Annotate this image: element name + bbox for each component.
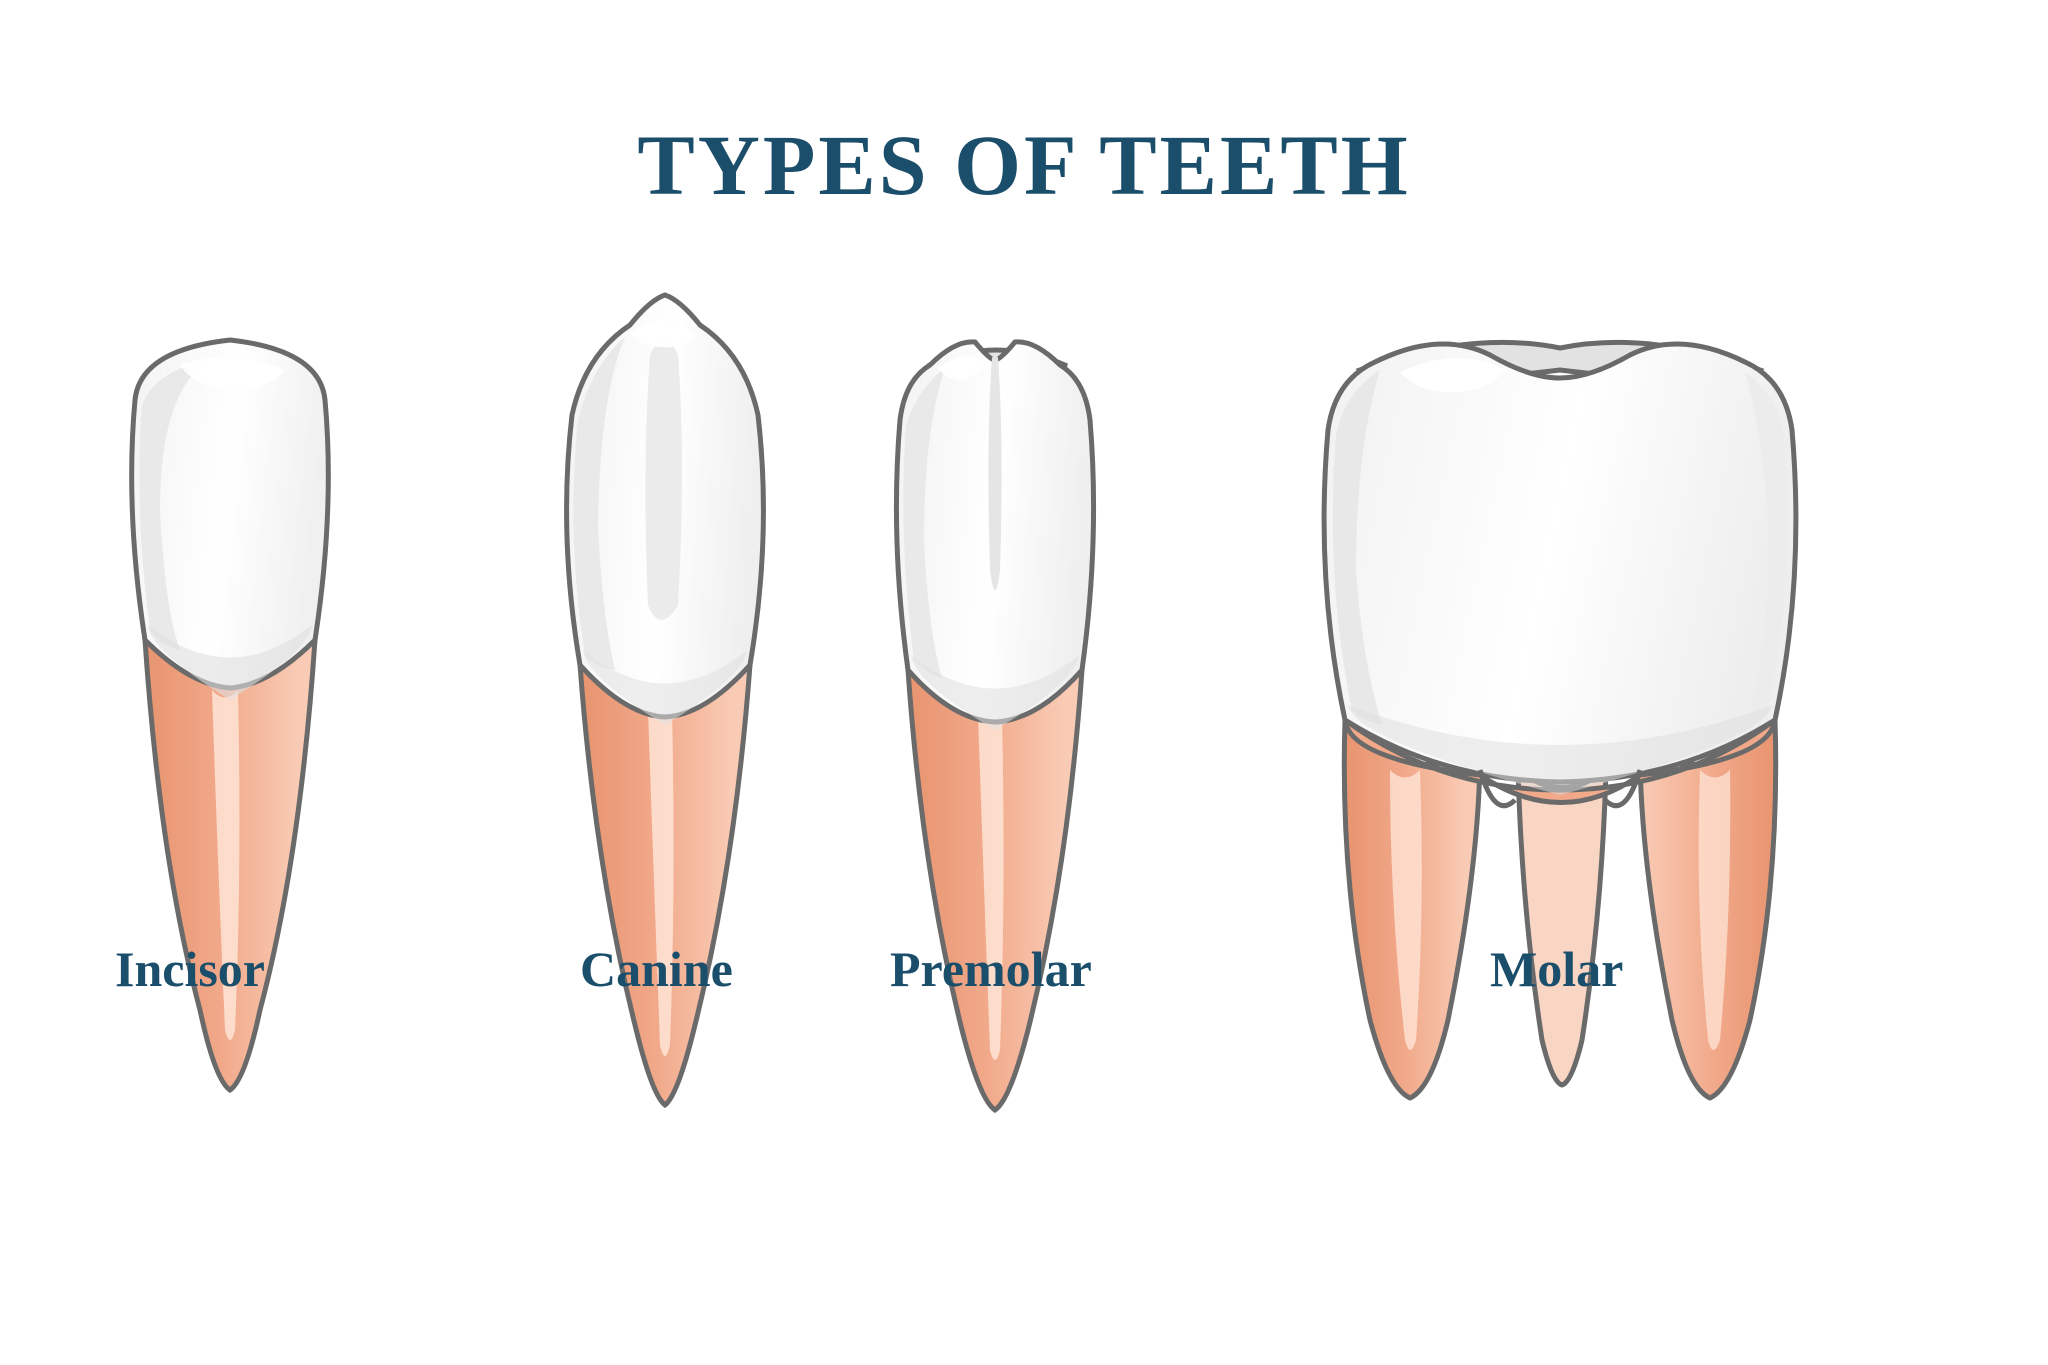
label-incisor: Incisor — [115, 940, 265, 998]
label-canine: Canine — [580, 940, 733, 998]
canine-illustration — [530, 285, 800, 1125]
label-molar: Molar — [1490, 940, 1623, 998]
diagram-title: TYPES OF TEETH — [637, 115, 1410, 215]
label-premolar: Premolar — [890, 940, 1092, 998]
teeth-row — [0, 310, 2048, 1130]
tooth-canine — [530, 285, 800, 1125]
tooth-premolar — [860, 310, 1130, 1120]
premolar-illustration — [860, 310, 1130, 1120]
